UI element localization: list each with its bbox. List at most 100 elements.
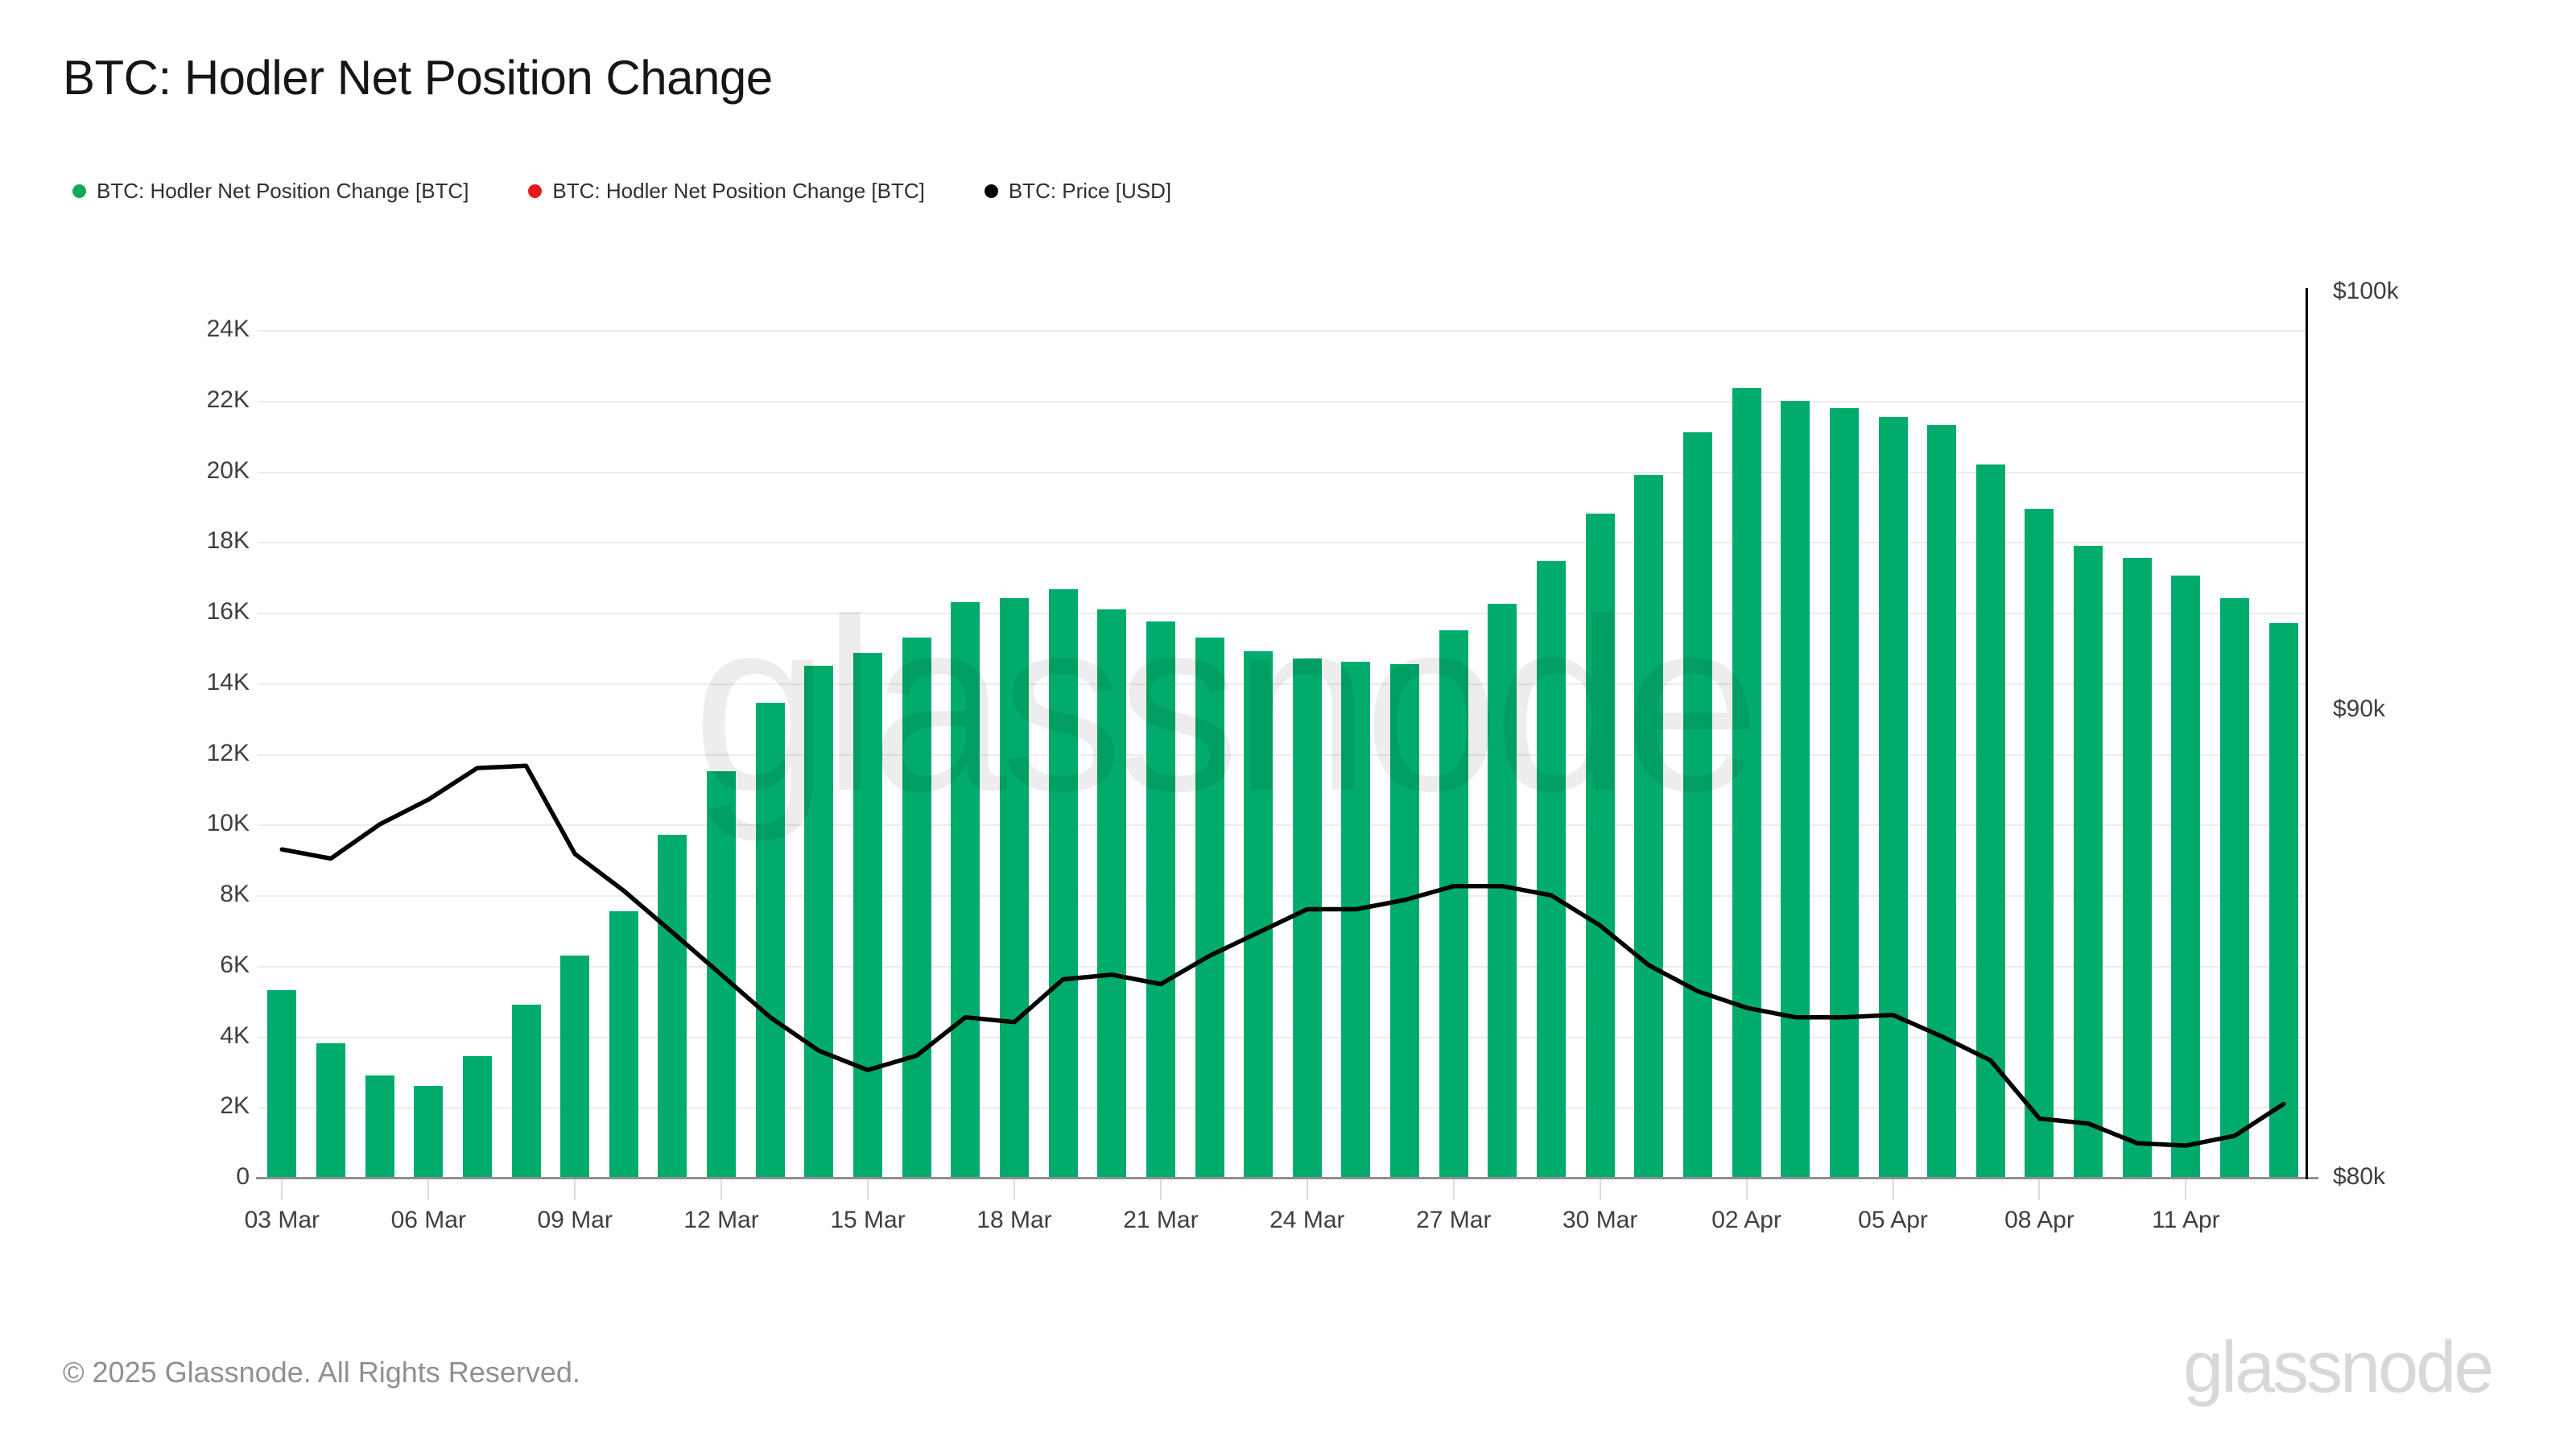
legend-label: BTC: Price [USD] [1008,179,1172,203]
x-axis-tick [574,1179,576,1200]
x-axis-tick [1892,1179,1894,1200]
legend-marker-icon [984,184,998,198]
legend-item[interactable]: BTC: Price [USD] [984,179,1172,204]
bar [1927,425,1957,1178]
x-axis-tick [1159,1179,1162,1200]
bar [1585,514,1615,1178]
bar [1829,407,1859,1178]
x-axis-tick-label: 02 Apr [1711,1207,1781,1233]
bar [1732,388,1761,1178]
legend-item[interactable]: BTC: Hodler Net Position Change [BTC] [528,179,925,204]
bar [2074,545,2103,1178]
bar [1781,400,1810,1178]
legend-item[interactable]: BTC: Hodler Net Position Change [BTC] [72,179,469,204]
left-axis-tick-label: 0 [236,1163,250,1190]
bar [1244,651,1274,1178]
x-axis-tick [1013,1179,1015,1200]
right-axis-tick-label: $80k [2333,1163,2386,1190]
x-axis-tick [427,1179,430,1200]
x-axis-tick [867,1179,869,1200]
left-axis-tick-label: 22K [206,386,250,413]
x-axis-tick-label: 21 Mar [1123,1207,1199,1233]
gridline [258,613,2308,614]
right-axis-spine [2306,288,2308,1179]
gridline [258,1107,2308,1109]
x-axis-tick [1599,1179,1601,1200]
gridline [258,753,2308,756]
x-axis-tick-label: 27 Mar [1416,1207,1492,1233]
left-axis-tick-label: 14K [206,668,250,696]
x-axis-tick-label: 15 Mar [830,1207,906,1233]
left-axis-tick-label: 12K [206,739,250,766]
x-axis-tick [1745,1179,1748,1200]
legend-label: BTC: Hodler Net Position Change [BTC] [552,179,925,203]
chart-legend: BTC: Hodler Net Position Change [BTC] BTC… [72,179,1171,204]
left-axis-tick-label: 24K [206,316,250,342]
bar [2025,508,2054,1178]
gridline [258,471,2308,473]
bar [1634,474,1664,1178]
right-axis-tick-label: $100k [2333,278,2399,304]
left-axis-tick-label: 6K [220,951,250,978]
x-axis-tick-label: 06 Mar [390,1207,466,1233]
price-line [279,763,2286,1148]
x-axis-tick-label: 11 Apr [2152,1207,2220,1233]
right-axis-tick-label: $90k [2333,696,2386,723]
price-line-chart [279,763,2286,1148]
plot-area[interactable]: glassnode [258,330,2308,1178]
bar [755,702,785,1178]
bar [267,990,297,1178]
left-axis-tick-label: 18K [206,527,250,555]
x-axis-tick-label: 12 Mar [683,1207,759,1233]
x-axis-tick [720,1179,723,1200]
bar [1097,609,1127,1178]
bar [1195,637,1224,1178]
bar [1682,432,1712,1178]
left-axis-tick-label: 2K [220,1092,250,1120]
x-axis-tick-label: 09 Mar [537,1207,613,1233]
left-axis-tick-label: 20K [206,456,250,484]
copyright-text: © 2025 Glassnode. All Rights Reserved. [63,1356,580,1389]
gridline [258,330,2308,332]
left-axis-tick-label: 10K [206,810,250,837]
bar [999,598,1029,1178]
gridline [258,1036,2308,1038]
bar [511,1005,541,1178]
bar [414,1085,444,1178]
bar [1878,416,1908,1178]
gridline [258,824,2308,827]
bar [853,653,883,1178]
bar [1537,561,1567,1178]
bar [804,665,834,1178]
bar [1390,663,1420,1178]
bar [2268,623,2298,1178]
bar [365,1075,394,1178]
bar [1146,621,1175,1178]
left-axis-tick-label: 8K [220,881,250,907]
gridline [258,683,2308,685]
legend-label: BTC: Hodler Net Position Change [BTC] [97,179,469,203]
bar [1341,662,1371,1178]
bar [1439,630,1468,1178]
bar [951,601,980,1178]
gridline [258,542,2308,544]
bar [316,1043,345,1178]
x-axis-tick-label: 08 Apr [2004,1207,2074,1233]
bar [462,1055,492,1178]
legend-marker-icon [72,184,86,198]
x-axis-tick-label: 24 Mar [1269,1207,1345,1233]
x-axis-baseline [256,1177,2318,1179]
bar [2171,575,2201,1178]
left-axis-tick-label: 16K [206,598,250,625]
x-axis-tick-label: 30 Mar [1562,1207,1638,1233]
bar [2122,558,2152,1178]
x-axis-tick [1452,1179,1455,1200]
bar [1488,604,1517,1178]
left-axis-tick-label: 4K [220,1022,250,1049]
bar [609,910,638,1178]
gridline [258,965,2308,968]
glassnode-logo: glassnode [2183,1327,2494,1408]
bar [2220,598,2250,1178]
bar [1292,658,1322,1178]
